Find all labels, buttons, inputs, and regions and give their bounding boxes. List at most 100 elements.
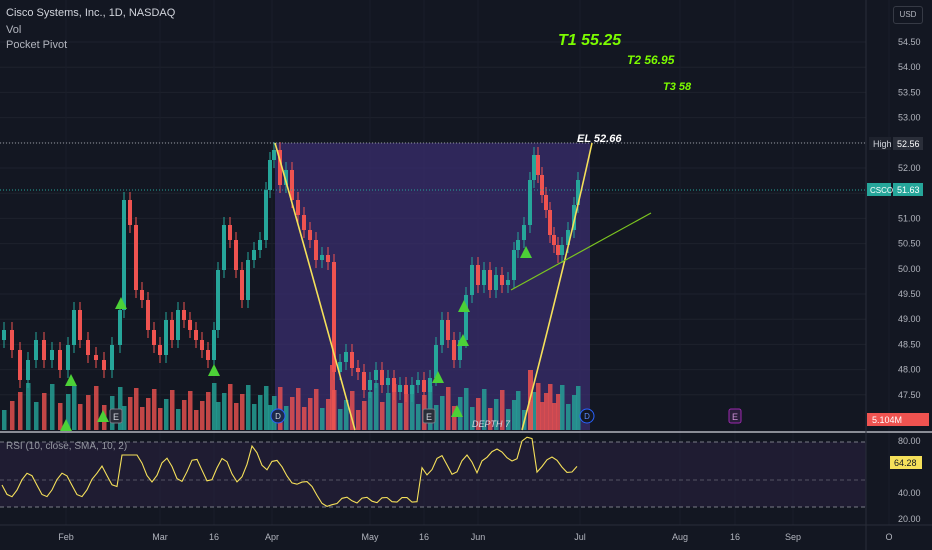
volume-bar <box>264 386 269 430</box>
candle-body <box>392 378 396 392</box>
time-axis-tick: Aug <box>672 532 688 542</box>
candles <box>2 142 580 402</box>
time-axis-tick: 16 <box>209 532 219 542</box>
svg-text:D: D <box>275 412 281 421</box>
candle-body <box>234 240 238 270</box>
volume-bar <box>330 365 335 430</box>
candle-body <box>272 150 276 160</box>
volume-badge: 5.104M <box>867 413 929 426</box>
candle-body <box>128 200 132 225</box>
volume-bar <box>176 409 181 430</box>
volume-bar <box>122 406 127 430</box>
svg-text:52.56: 52.56 <box>897 139 920 149</box>
rsi-indicator-label[interactable]: RSI (10, close, SMA, 10, 2) <box>6 441 128 452</box>
candle-body <box>10 330 14 350</box>
pocket-pivot-arrow <box>65 374 77 386</box>
time-axis-tick: Mar <box>152 532 168 542</box>
candle-body <box>540 175 544 195</box>
volume-bar <box>386 393 391 430</box>
volume-indicator-label[interactable]: Vol <box>6 24 22 36</box>
volume-bar <box>536 383 541 430</box>
pocket-pivot-indicator-label[interactable]: Pocket Pivot <box>6 39 68 51</box>
currency-button[interactable]: USD <box>893 6 923 24</box>
candle-body <box>50 350 54 360</box>
candle-body <box>350 352 354 368</box>
time-axis-tick: Jun <box>471 532 486 542</box>
symbol-price-badge: CSCO 51.63 <box>867 183 923 196</box>
price-axis-tick: 50.50 <box>898 239 921 249</box>
depth-label: DEPTH 7 <box>472 419 511 429</box>
candle-body <box>278 150 282 185</box>
earnings-marker[interactable]: E <box>422 408 436 424</box>
volume-bar <box>302 407 307 430</box>
time-axis-tick: Jul <box>574 532 586 542</box>
candle-body <box>344 352 348 362</box>
volume-bar <box>500 390 505 430</box>
candle-body <box>134 225 138 290</box>
volume-bar <box>50 384 55 430</box>
cup-left-curve[interactable] <box>274 142 356 431</box>
candle-body <box>66 345 70 370</box>
candle-body <box>404 385 408 394</box>
volume-bar <box>532 392 537 430</box>
volume-bar <box>350 391 355 430</box>
chart-title[interactable]: Cisco Systems, Inc., 1D, NASDAQ <box>6 7 176 19</box>
volume-bar <box>258 395 263 430</box>
candle-body <box>308 230 312 240</box>
cup-right-curve[interactable] <box>521 142 593 431</box>
volume-bar <box>404 394 409 430</box>
volume-bar <box>152 389 157 430</box>
svg-text:E: E <box>732 412 738 422</box>
volume-bar <box>72 385 77 430</box>
volume-bar <box>78 404 83 430</box>
candle-body <box>428 378 432 392</box>
candle-body <box>576 180 580 205</box>
volume-bar <box>398 403 403 430</box>
time-axis[interactable]: Feb Mar 16 Apr May 16 Jun Jul Aug 16 Sep O <box>58 532 892 542</box>
volume-bar <box>576 386 581 430</box>
price-axis-tick: 52.00 <box>898 163 921 173</box>
volume-bar <box>566 404 571 430</box>
volume-bar <box>476 398 481 430</box>
earnings-marker[interactable]: E <box>109 408 123 424</box>
volume-bar <box>470 407 475 430</box>
candle-body <box>152 330 156 345</box>
candle-body <box>110 345 114 370</box>
volume-bar <box>544 393 549 430</box>
candle-body <box>560 245 564 255</box>
volume-bar <box>140 407 145 430</box>
pocket-pivot-arrow <box>457 334 469 346</box>
candle-body <box>194 330 198 340</box>
volume-bar <box>362 401 367 430</box>
volume-bar <box>572 395 577 430</box>
dividend-marker[interactable]: D <box>270 408 286 424</box>
rsi-value-badge: 64.28 <box>890 456 922 469</box>
candle-body <box>362 372 366 390</box>
candle-body <box>246 260 250 300</box>
candle-body <box>258 240 262 250</box>
handle-trendline[interactable] <box>510 212 652 291</box>
volume-bar <box>452 406 457 430</box>
volume-bar <box>556 394 561 430</box>
volume-bar <box>290 397 295 430</box>
candle-body <box>464 295 468 340</box>
price-axis-tick: 51.00 <box>898 213 921 223</box>
candle-body <box>516 240 520 250</box>
dividend-marker-upcoming[interactable]: D <box>579 408 595 424</box>
candle-body <box>422 380 426 392</box>
candle-body <box>506 280 510 285</box>
volume-bar <box>66 394 71 430</box>
candle-body <box>2 330 6 340</box>
candle-body <box>290 170 294 200</box>
price-axis[interactable]: 54.5054.0053.5053.0052.5052.0051.5051.00… <box>898 37 921 524</box>
candle-body <box>522 225 526 240</box>
volume-bar <box>268 405 273 430</box>
svg-text:E: E <box>426 412 432 422</box>
volume-bar <box>146 398 151 430</box>
earnings-marker-upcoming[interactable]: E <box>728 408 742 424</box>
candle-body <box>18 350 22 380</box>
volume-bar <box>464 388 469 430</box>
candle-body <box>122 200 126 310</box>
volume-bar <box>374 383 379 430</box>
